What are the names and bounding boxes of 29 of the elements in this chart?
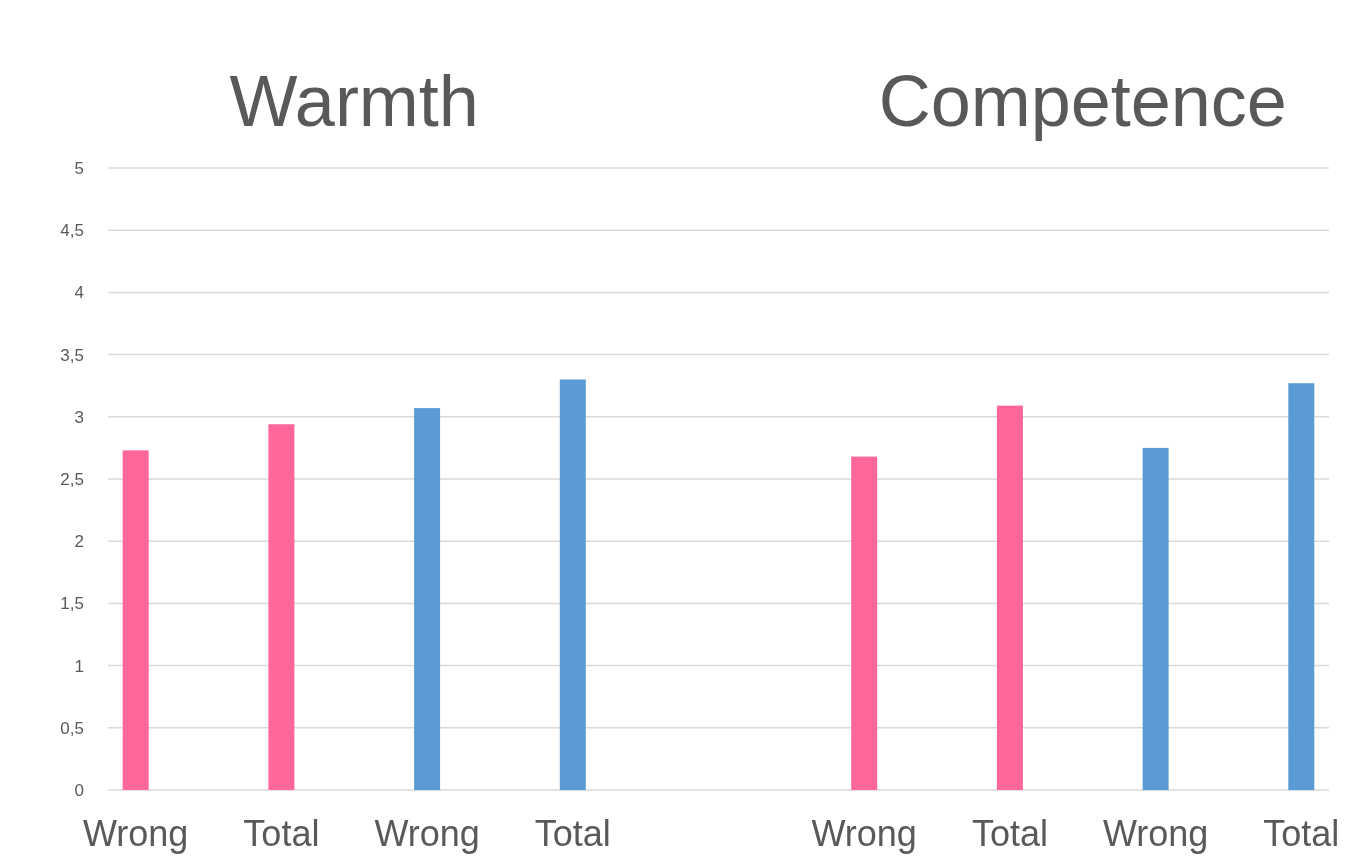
x-tick-label: Total xyxy=(971,813,1048,854)
text: Warmth xyxy=(229,61,479,141)
bar xyxy=(996,405,1023,790)
y-tick-label: 4,5 xyxy=(60,221,84,241)
y-tick-label: 0,5 xyxy=(60,718,84,738)
x-tick-label: Wrong xyxy=(1102,813,1209,854)
bar xyxy=(268,424,295,790)
y-tick-label: 2 xyxy=(74,532,84,552)
bar xyxy=(1142,447,1169,790)
bar xyxy=(559,379,586,790)
x-tick-label: Total xyxy=(243,813,320,854)
bar xyxy=(1288,383,1315,790)
x-tick-label: Total xyxy=(534,813,611,854)
y-tick-label: 3,5 xyxy=(60,345,84,365)
bar xyxy=(851,456,878,790)
y-tick-label: 2,5 xyxy=(60,469,84,489)
y-tick-label: 1 xyxy=(74,656,84,676)
x-tick-label: Wrong xyxy=(374,813,480,854)
bar xyxy=(122,450,149,790)
y-tick-label: 1,5 xyxy=(60,594,84,614)
y-tick-label: 0 xyxy=(74,780,84,800)
x-tick-label: Total xyxy=(1263,813,1340,854)
x-tick-label: Wrong xyxy=(82,813,189,854)
y-tick-label: 4 xyxy=(74,283,84,303)
bar xyxy=(414,408,441,790)
y-tick-label: 5 xyxy=(74,158,84,178)
x-tick-label: Wrong xyxy=(811,813,917,854)
text: Competence xyxy=(878,61,1287,141)
y-tick-label: 3 xyxy=(74,407,84,427)
